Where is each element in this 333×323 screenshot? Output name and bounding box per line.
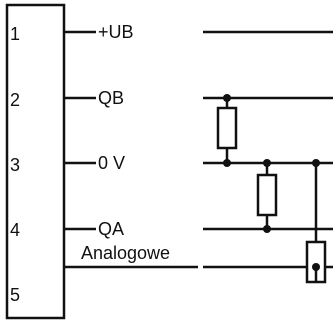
pin-3-number: 3: [10, 155, 20, 175]
junction-dot: [312, 263, 320, 271]
signal-qa-label: QA: [98, 219, 124, 239]
signal-ub-label: +UB: [98, 22, 134, 42]
pin-4-number: 4: [10, 220, 20, 240]
junction-dot: [223, 159, 231, 167]
signal-qb-label: QB: [98, 88, 124, 108]
junction-dot: [263, 159, 271, 167]
junction-dot: [223, 94, 231, 102]
connector-block: [5, 3, 66, 320]
pin-1-number: 1: [10, 24, 20, 44]
load-resistor-qb: [216, 98, 238, 163]
pin-5-number: 5: [10, 285, 20, 305]
junction-dot: [312, 159, 320, 167]
pin-2-number: 2: [10, 90, 20, 110]
signal-analog-label: Analogowe: [81, 243, 170, 263]
signal-0v-label: 0 V: [98, 153, 125, 173]
junction-dot: [263, 225, 271, 233]
load-resistor-qa: [256, 163, 278, 229]
